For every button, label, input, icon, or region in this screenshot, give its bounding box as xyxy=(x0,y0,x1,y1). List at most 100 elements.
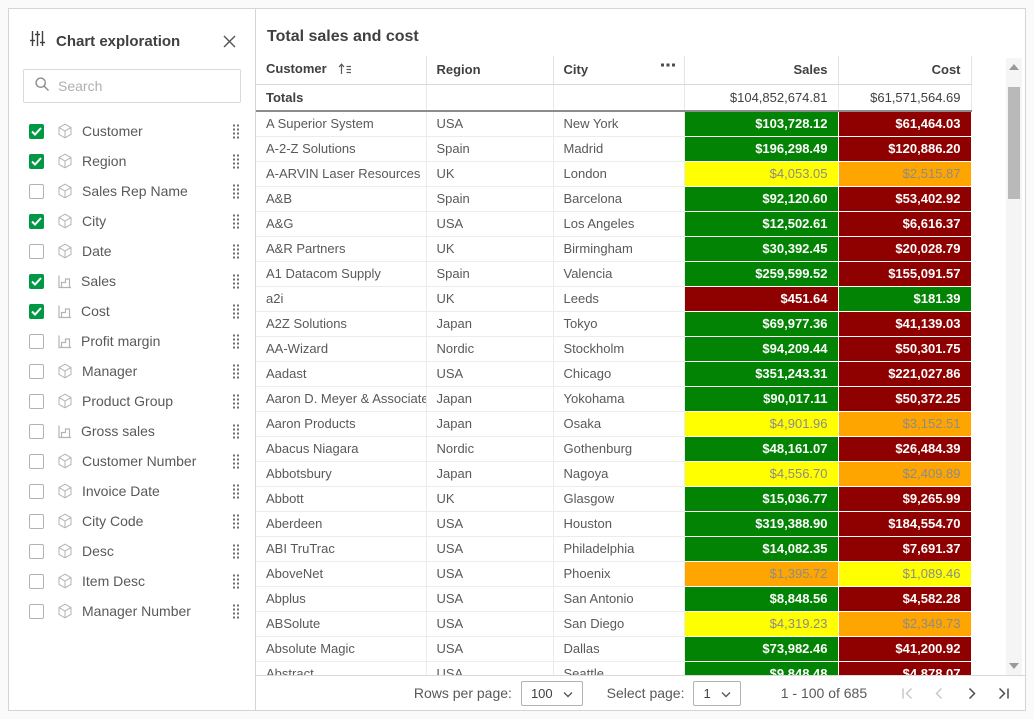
table-row[interactable]: Abstract USA Seattle $9,848.48 $4,878.07 xyxy=(256,661,972,677)
cell-city[interactable]: Osaka xyxy=(553,411,685,437)
cell-city[interactable]: Philadelphia xyxy=(553,536,685,562)
field-checkbox[interactable] xyxy=(29,153,44,169)
cell-city[interactable]: Phoenix xyxy=(553,561,685,587)
cell-city[interactable]: Nagoya xyxy=(553,461,685,487)
table-row[interactable]: A&R Partners UK Birmingham $30,392.45 $20,02… xyxy=(256,236,972,262)
cell-customer[interactable]: Aaron Products xyxy=(256,411,427,437)
cell-city[interactable]: London xyxy=(553,161,685,187)
field-checkbox[interactable] xyxy=(29,483,44,499)
sidebar-item-city[interactable]: City xyxy=(9,206,255,236)
column-header-sales[interactable]: Sales xyxy=(684,56,839,85)
cell-customer[interactable]: Abacus Niagara xyxy=(256,436,427,462)
cell-city[interactable]: Madrid xyxy=(553,136,685,162)
close-button[interactable] xyxy=(220,32,239,51)
table-row[interactable]: Abacus Niagara Nordic Gothenburg $48,161.07… xyxy=(256,436,972,462)
table-row[interactable]: Absolute Magic USA Dallas $73,982.46 $41,200… xyxy=(256,636,972,662)
last-page-button[interactable] xyxy=(997,687,1010,700)
field-checkbox[interactable] xyxy=(29,243,44,259)
rows-per-page-select[interactable]: 100 xyxy=(520,680,583,706)
table-row[interactable]: Abbotsbury Japan Nagoya $4,556.70 $2,409.89 xyxy=(256,461,972,487)
table-row[interactable]: Aaron Products Japan Osaka $4,901.96 $3,152.… xyxy=(256,411,972,437)
sidebar-item-desc[interactable]: Desc xyxy=(9,536,255,566)
table-row[interactable]: A2Z Solutions Japan Tokyo $69,977.36 $41,139… xyxy=(256,311,972,337)
drag-handle[interactable] xyxy=(232,154,240,169)
table-scrollbar[interactable] xyxy=(1006,58,1022,675)
drag-handle[interactable] xyxy=(232,394,240,409)
table-row[interactable]: A Superior System USA New York $103,728.12 $… xyxy=(256,111,972,137)
drag-handle[interactable] xyxy=(232,514,240,529)
select-page-select[interactable]: 1 xyxy=(693,680,741,706)
field-checkbox[interactable] xyxy=(29,273,44,289)
cell-region[interactable]: USA xyxy=(426,111,554,137)
sidebar-item-region[interactable]: Region xyxy=(9,146,255,176)
cell-region[interactable]: Spain xyxy=(426,261,554,287)
cell-customer[interactable]: ABSolute xyxy=(256,611,427,637)
scroll-up-button[interactable] xyxy=(1006,60,1022,74)
table-row[interactable]: Aberdeen USA Houston $319,388.90 $184,554.70 xyxy=(256,511,972,537)
field-checkbox[interactable] xyxy=(29,123,44,139)
cell-customer[interactable]: Abbotsbury xyxy=(256,461,427,487)
sidebar-item-sales[interactable]: Sales xyxy=(9,266,255,296)
cell-customer[interactable]: Aaron D. Meyer & Associates xyxy=(256,386,427,412)
drag-handle[interactable] xyxy=(232,334,240,349)
cell-customer[interactable]: A&R Partners xyxy=(256,236,427,262)
cell-city[interactable]: Valencia xyxy=(553,261,685,287)
drag-handle[interactable] xyxy=(232,304,240,319)
sidebar-item-manager[interactable]: Manager xyxy=(9,356,255,386)
field-checkbox[interactable] xyxy=(29,393,44,409)
field-checkbox[interactable] xyxy=(29,303,44,319)
cell-city[interactable]: Barcelona xyxy=(553,186,685,212)
cell-city[interactable]: Dallas xyxy=(553,636,685,662)
drag-handle[interactable] xyxy=(232,424,240,439)
column-header-region[interactable]: Region xyxy=(426,56,554,85)
sidebar-item-invoice-date[interactable]: Invoice Date xyxy=(9,476,255,506)
column-header-customer[interactable]: Customer xyxy=(256,56,427,85)
cell-region[interactable]: USA xyxy=(426,561,554,587)
drag-handle[interactable] xyxy=(232,184,240,199)
cell-region[interactable]: UK xyxy=(426,236,554,262)
column-header-city[interactable]: City xyxy=(553,56,685,85)
table-row[interactable]: AboveNet USA Phoenix $1,395.72 $1,089.46 xyxy=(256,561,972,587)
cell-customer[interactable]: A Superior System xyxy=(256,111,427,137)
cell-region[interactable]: UK xyxy=(426,286,554,312)
cell-city[interactable]: Yokohama xyxy=(553,386,685,412)
cell-region[interactable]: Japan xyxy=(426,461,554,487)
search-input[interactable] xyxy=(58,78,239,94)
cell-city[interactable]: Stockholm xyxy=(553,336,685,362)
table-row[interactable]: Aaron D. Meyer & Associates Japan Yokohama… xyxy=(256,386,972,412)
column-menu-button[interactable] xyxy=(660,63,676,67)
field-checkbox[interactable] xyxy=(29,183,44,199)
cell-city[interactable]: Los Angeles xyxy=(553,211,685,237)
cell-city[interactable]: San Diego xyxy=(553,611,685,637)
field-checkbox[interactable] xyxy=(29,363,44,379)
drag-handle[interactable] xyxy=(232,244,240,259)
sidebar-item-gross-sales[interactable]: Gross sales xyxy=(9,416,255,446)
cell-region[interactable]: Japan xyxy=(426,411,554,437)
cell-customer[interactable]: AA-Wizard xyxy=(256,336,427,362)
sidebar-item-manager-number[interactable]: Manager Number xyxy=(9,596,255,626)
first-page-button[interactable] xyxy=(901,687,914,700)
field-checkbox[interactable] xyxy=(29,573,44,589)
drag-handle[interactable] xyxy=(232,214,240,229)
cell-region[interactable]: USA xyxy=(426,586,554,612)
cell-region[interactable]: USA xyxy=(426,611,554,637)
table-row[interactable]: a2i UK Leeds $451.64 $181.39 xyxy=(256,286,972,312)
scroll-thumb[interactable] xyxy=(1008,87,1020,199)
cell-city[interactable]: New York xyxy=(553,111,685,137)
cell-customer[interactable]: Aadast xyxy=(256,361,427,387)
drag-handle[interactable] xyxy=(232,484,240,499)
cell-customer[interactable]: A2Z Solutions xyxy=(256,311,427,337)
drag-handle[interactable] xyxy=(232,124,240,139)
cell-customer[interactable]: AboveNet xyxy=(256,561,427,587)
sidebar-item-cost[interactable]: Cost xyxy=(9,296,255,326)
sidebar-item-product-group[interactable]: Product Group xyxy=(9,386,255,416)
field-checkbox[interactable] xyxy=(29,333,44,349)
drag-handle[interactable] xyxy=(232,544,240,559)
table-row[interactable]: Abbott UK Glasgow $15,036.77 $9,265.99 xyxy=(256,486,972,512)
table-row[interactable]: A&B Spain Barcelona $92,120.60 $53,402.92 xyxy=(256,186,972,212)
cell-region[interactable]: USA xyxy=(426,361,554,387)
cell-customer[interactable]: Aberdeen xyxy=(256,511,427,537)
table-row[interactable]: A&G USA Los Angeles $12,502.61 $6,616.37 xyxy=(256,211,972,237)
cell-customer[interactable]: a2i xyxy=(256,286,427,312)
table-row[interactable]: A-2-Z Solutions Spain Madrid $196,298.49 $12… xyxy=(256,136,972,162)
